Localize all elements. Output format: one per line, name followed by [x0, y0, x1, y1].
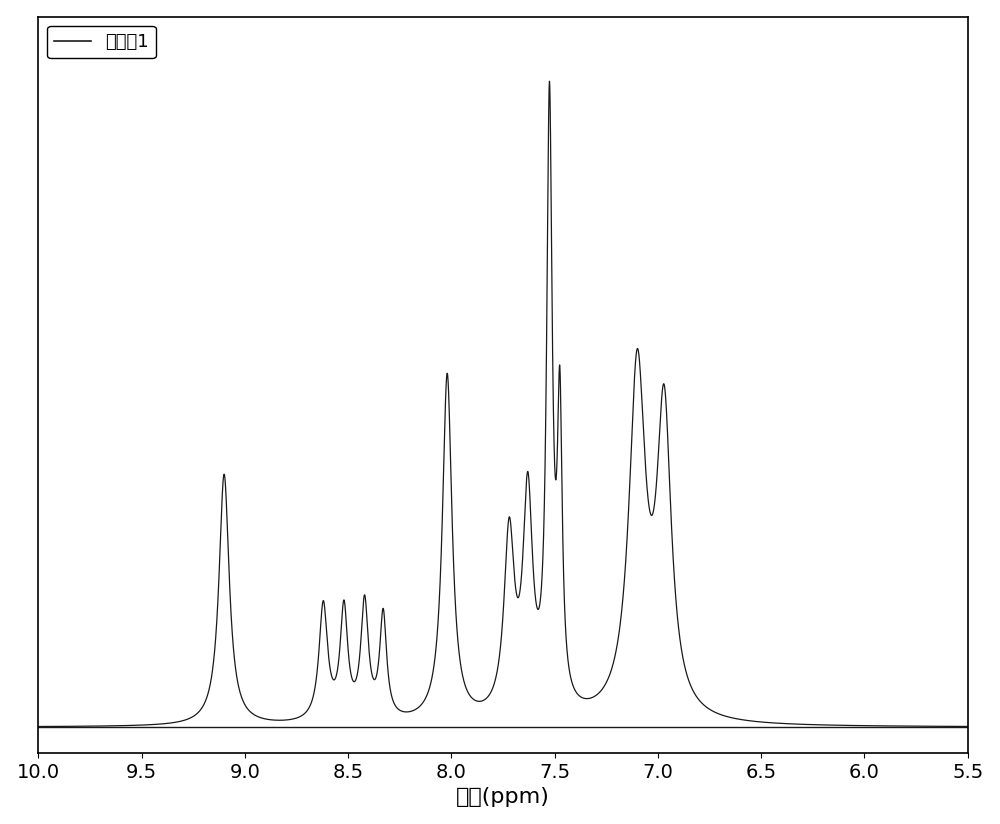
Legend: 实施例1: 实施例1 — [47, 26, 156, 59]
X-axis label: 位移(ppm): 位移(ppm) — [456, 788, 550, 808]
